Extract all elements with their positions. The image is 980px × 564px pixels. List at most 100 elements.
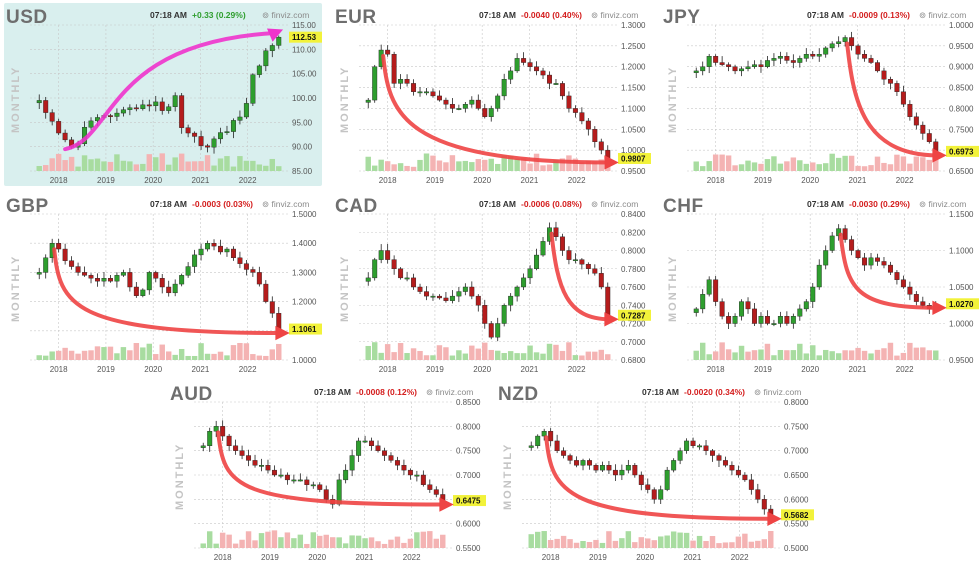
chf-candle [790,315,796,324]
jpy-candle [745,66,751,70]
gbp-candle [211,243,217,247]
cad-volume-bar [598,349,605,360]
cad-candle [398,268,404,279]
jpy-candle [829,43,835,49]
jpy-candle [726,64,732,67]
eur-volume-bar [482,159,488,171]
aud-candle [414,474,420,477]
chf-ytick-label: 1.1500 [949,210,974,219]
cad-volume-bar [559,350,566,360]
aud-candle [200,445,206,448]
finviz-logo-icon: ⊚ [919,10,929,20]
chf-candle [881,261,887,266]
usd-volume-bar [276,166,282,171]
chf-volume-bar [835,353,842,360]
jpy-ytick-label: 0.7500 [949,125,974,134]
chf-source-link[interactable]: ⊚ finviz.com [919,199,966,210]
chf-candle [739,301,745,317]
gbp-volume-bar [263,355,269,360]
usd-volume-bar [140,163,146,171]
cad-volume-bar [520,353,527,360]
cad-volume-bar [475,348,482,360]
cad-xtick-label: 2022 [568,365,586,374]
cad-candle [456,291,462,297]
cad-volume-bar [404,353,410,360]
usd-source-link[interactable]: ⊚ finviz.com [262,10,309,21]
jpy-candle [913,116,919,126]
jpy-candle [868,58,874,63]
nzd-volume-bar [729,542,735,548]
gbp-candle [88,275,94,279]
eur-volume-bar [488,158,494,171]
eur-volume-bar [553,159,559,171]
gbp-source-link[interactable]: ⊚ finviz.com [262,199,309,210]
jpy-candle [739,68,745,72]
chf-candle [726,315,732,324]
jpy-source-link[interactable]: ⊚ finviz.com [919,10,966,21]
chf-last-price: 1.0270 [949,300,974,309]
nzd-candle [541,431,547,437]
jpy-volume-bar [894,154,900,171]
cad-change: -0.0006 (0.08%) [521,199,582,209]
nzd-volume-bar [703,541,709,548]
gbp-candle [62,248,68,261]
cad-candle [482,305,488,324]
chf-candle [732,315,738,324]
cad-ytick-label: 0.7000 [621,338,646,347]
cad-candle [495,323,501,338]
chf-volume-bar [855,347,861,360]
gbp-change: -0.0003 (0.03%) [192,199,253,209]
eur-xtick-label: 2021 [521,176,539,185]
chf-volume-bar [913,347,920,360]
cad-ytick-label: 0.8400 [621,210,646,219]
gbp-candle [250,269,256,273]
gbp-ytick-label: 1.4000 [292,239,317,248]
finviz-logo-icon: ⊚ [262,199,272,209]
eur-change: -0.0040 (0.40%) [521,10,582,20]
nzd-candle [638,474,644,485]
gbp-trend-arrow [52,247,283,336]
jpy-candle [920,124,926,134]
nzd-volume-bar [683,532,690,548]
eur-volume-bar [430,155,436,171]
eur-candle [436,95,442,101]
aud-candle [259,465,264,467]
cad-candle [372,259,378,279]
aud-volume-bar [394,536,401,548]
gbp-volume-bar [237,342,243,360]
gbp-volume-bar [42,355,49,360]
usd-ytick-label: 115.00 [292,21,316,30]
jpy-volume-bar [758,163,764,171]
gbp-candle [159,278,165,288]
chf-volume-bar [842,350,848,360]
aud-volume-bar [329,537,336,548]
aud-volume-bar [323,534,329,548]
chf-volume-bar [803,353,810,360]
cad-volume-bar [371,342,378,360]
nzd-volume-bar [651,540,657,548]
chf-candle [764,315,770,324]
aud-xtick-label: 2022 [403,553,421,562]
chf-candle [706,279,712,295]
eur-ytick-label: 1.1500 [621,84,646,93]
chf-ytick-label: 1.0500 [949,283,974,292]
eur-volume-bar [397,163,404,171]
aud-source-link[interactable]: ⊚ finviz.com [426,387,473,398]
usd-candle [256,65,262,75]
nzd-source-link[interactable]: ⊚ finviz.com [754,387,801,398]
gbp-volume-bar [146,343,153,360]
eur-trend-arrow [381,54,612,165]
cad-source-link[interactable]: ⊚ finviz.com [591,199,638,210]
cad-candle [527,268,533,279]
nzd-xtick-label: 2021 [684,553,702,562]
usd-candle [218,132,223,140]
aud-volume-bar [368,537,375,548]
nzd-candle [742,474,748,481]
cad-volume-bar [462,353,469,360]
chf-volume-bar [907,342,913,360]
nzd-chart-panel: NZD 07:18 AM -0.0020 (0.34%) ⊚ finviz.com MO… [496,380,814,563]
eur-ytick-label: 1.2500 [621,42,646,51]
eur-source-link[interactable]: ⊚ finviz.com [591,10,638,21]
aud-volume-bar [388,539,394,548]
cad-title: CAD [335,196,378,217]
